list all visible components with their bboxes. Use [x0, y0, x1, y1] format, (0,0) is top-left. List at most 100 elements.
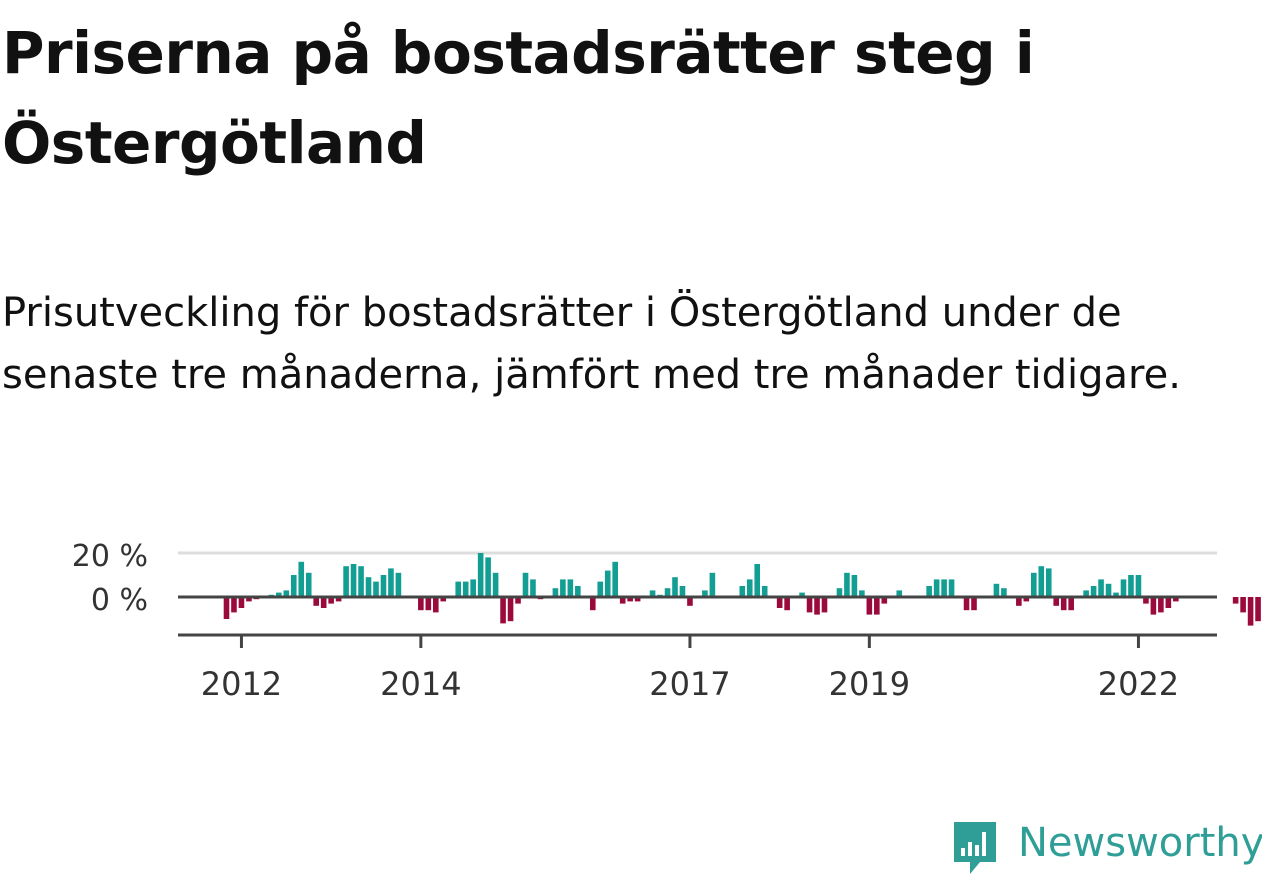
bar — [433, 597, 439, 613]
bar — [971, 597, 977, 611]
bar — [1120, 579, 1127, 597]
bar — [1038, 566, 1045, 597]
bar — [687, 597, 693, 606]
chart-subtitle: Prisutveckling för bostadsrätter i Öster… — [2, 290, 1181, 398]
bar — [1128, 575, 1134, 597]
bar — [1053, 597, 1060, 606]
x-tick-label: 2014 — [380, 665, 461, 700]
bar — [223, 597, 230, 619]
bar — [821, 597, 828, 613]
bar — [358, 566, 364, 597]
bar — [380, 575, 387, 597]
bar — [612, 561, 618, 597]
bar — [1247, 597, 1254, 626]
bar — [1240, 597, 1246, 613]
bar — [814, 597, 820, 615]
bar — [963, 597, 970, 611]
axes — [178, 595, 1217, 648]
bar — [1173, 597, 1179, 602]
bar — [597, 581, 604, 597]
bar — [1105, 583, 1112, 597]
bar — [552, 588, 559, 597]
bar — [941, 579, 947, 597]
bar — [896, 590, 903, 597]
bar — [926, 586, 932, 597]
bar — [462, 581, 469, 597]
bar — [627, 597, 633, 602]
bar — [1023, 597, 1030, 602]
bar — [993, 583, 1000, 597]
bar — [844, 572, 850, 597]
bar — [328, 597, 334, 604]
bar — [492, 572, 499, 597]
bar — [1031, 572, 1037, 597]
bar — [664, 588, 671, 597]
bar — [1045, 568, 1052, 597]
bar — [373, 581, 379, 597]
bar — [619, 597, 626, 604]
bar — [1083, 590, 1089, 597]
bar — [365, 577, 372, 597]
bar — [276, 592, 282, 597]
x-tick-label: 2012 — [201, 665, 282, 700]
bar — [702, 590, 708, 597]
bar — [238, 597, 245, 608]
bar — [567, 579, 574, 597]
bar — [1135, 575, 1142, 597]
x-tick-label: 2017 — [649, 665, 730, 700]
bar — [560, 579, 566, 597]
bar — [425, 597, 432, 611]
bar — [761, 586, 768, 597]
bar — [1060, 597, 1067, 611]
bar — [1158, 597, 1164, 613]
bar — [679, 586, 686, 597]
bar — [1143, 597, 1149, 604]
bar — [246, 597, 252, 602]
bar — [739, 586, 746, 597]
bar — [388, 568, 394, 597]
bar — [874, 597, 880, 615]
bar — [672, 577, 678, 597]
bar — [604, 570, 611, 597]
bar — [335, 597, 342, 602]
bar — [440, 597, 447, 602]
bar — [1068, 597, 1074, 611]
bar — [522, 572, 529, 597]
bar — [1150, 597, 1157, 615]
bar — [313, 597, 319, 606]
bar — [649, 590, 656, 597]
bar — [866, 597, 873, 615]
y-tick-label: 20 % — [72, 539, 148, 574]
bar — [1001, 588, 1007, 597]
chart-title: Priserna på bostadsrätter steg i Östergö… — [2, 19, 1035, 177]
bar — [709, 572, 716, 597]
bar — [283, 590, 290, 597]
bar — [859, 590, 865, 597]
bar — [320, 597, 327, 608]
bar — [290, 575, 297, 597]
y-tick-label: 0 % — [91, 583, 148, 618]
bar — [1090, 586, 1097, 597]
bar — [485, 557, 491, 597]
bar — [754, 564, 761, 597]
x-tick-label: 2022 — [1098, 665, 1179, 700]
bar — [806, 597, 813, 613]
bar — [746, 579, 753, 597]
bar — [784, 597, 790, 611]
bar — [1098, 579, 1104, 597]
bar — [589, 597, 596, 611]
bar-chart: 0 %20 %20122014201720192022202410 % — [72, 539, 1261, 700]
bar — [1255, 597, 1261, 622]
x-tick-label: 2019 — [829, 665, 910, 700]
bar — [881, 597, 888, 604]
newsworthy-brand[interactable]: Newsworthy — [950, 816, 1262, 880]
bar — [530, 579, 536, 597]
bar — [470, 579, 476, 597]
bar — [395, 572, 402, 597]
bar — [500, 597, 506, 624]
bar — [799, 592, 805, 597]
bar — [455, 581, 462, 597]
newsworthy-logo-icon — [954, 822, 996, 874]
bar — [418, 597, 424, 611]
bar — [1016, 597, 1022, 606]
